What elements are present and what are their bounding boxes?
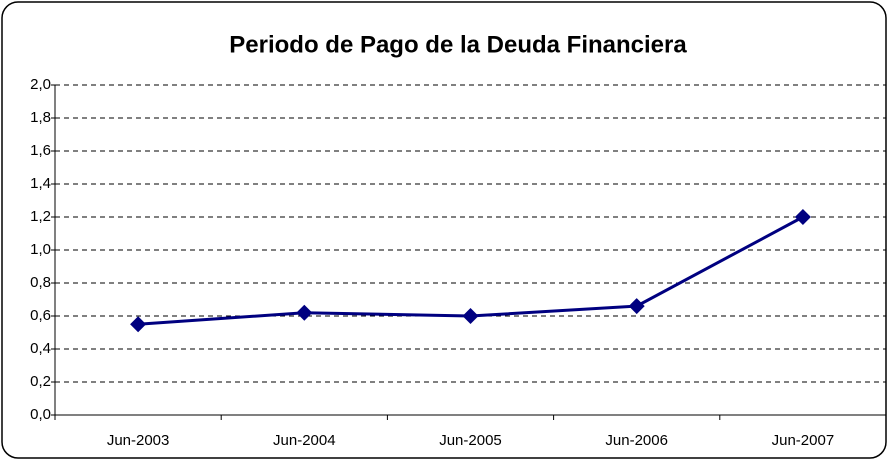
marker xyxy=(794,209,811,225)
x-tick-label: Jun-2007 xyxy=(772,432,835,449)
y-tick-label: 0,4 xyxy=(30,340,51,357)
x-tick-label: Jun-2005 xyxy=(439,432,502,449)
y-tick-label: 1,8 xyxy=(30,109,51,126)
y-tick-label: 1,4 xyxy=(30,175,51,192)
y-tick-label: 0,8 xyxy=(30,274,51,291)
y-tick-label: 0,2 xyxy=(30,373,51,390)
marker xyxy=(296,304,313,321)
y-tick-label: 0,0 xyxy=(30,406,51,423)
marker xyxy=(628,298,645,315)
y-tick-label: 0,6 xyxy=(30,307,51,324)
marker xyxy=(130,316,147,333)
x-tick-label: Jun-2006 xyxy=(605,432,668,449)
x-tick-label: Jun-2004 xyxy=(273,432,336,449)
y-tick-label: 2,0 xyxy=(30,76,51,93)
x-tick-label: Jun-2003 xyxy=(107,432,170,449)
y-tick-label: 1,2 xyxy=(30,208,51,225)
y-tick-label: 1,0 xyxy=(30,241,51,258)
marker xyxy=(462,308,479,324)
y-tick-label: 1,6 xyxy=(30,142,51,159)
chart-title: Periodo de Pago de la Deuda Financiera xyxy=(229,31,687,58)
